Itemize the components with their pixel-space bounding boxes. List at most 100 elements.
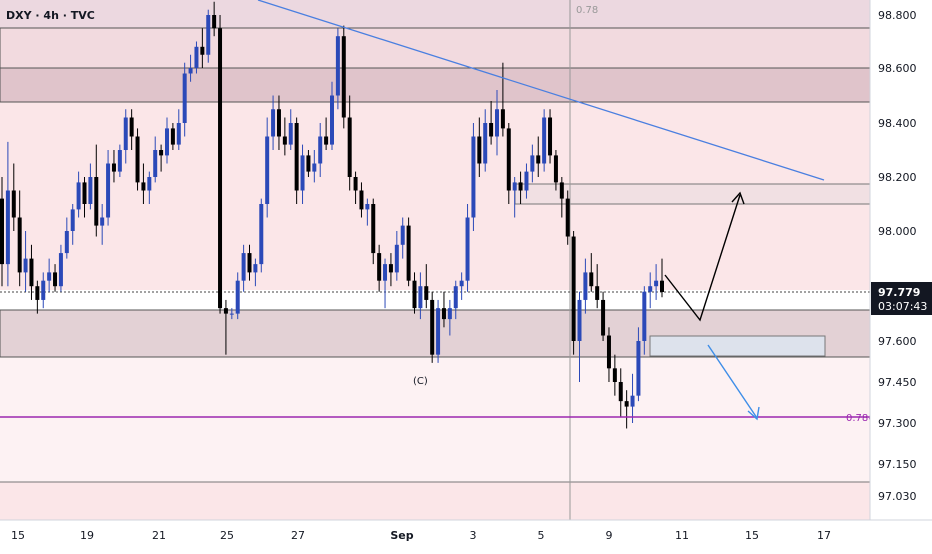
candle-body[interactable]	[500, 109, 505, 129]
candle-body[interactable]	[159, 150, 164, 156]
candle-body[interactable]	[235, 280, 240, 314]
candle-body[interactable]	[418, 286, 423, 309]
candle-body[interactable]	[471, 136, 476, 218]
candle-body[interactable]	[324, 136, 329, 145]
candle-body[interactable]	[135, 136, 140, 183]
candle-body[interactable]	[601, 299, 606, 336]
candle-body[interactable]	[17, 217, 22, 273]
candle-body[interactable]	[58, 253, 63, 287]
candle-body[interactable]	[306, 155, 311, 172]
candle-body[interactable]	[400, 225, 405, 245]
candle-body[interactable]	[565, 198, 570, 237]
candle-body[interactable]	[153, 150, 158, 177]
candle-body[interactable]	[229, 313, 234, 315]
candle-body[interactable]	[477, 136, 482, 164]
candle-body[interactable]	[595, 286, 600, 300]
candle-body[interactable]	[406, 225, 411, 281]
candle-body[interactable]	[94, 177, 99, 226]
candle-body[interactable]	[330, 95, 334, 145]
candle-body[interactable]	[524, 171, 529, 191]
candle-body[interactable]	[41, 280, 46, 300]
candle-body[interactable]	[612, 368, 617, 382]
candle-body[interactable]	[141, 182, 146, 191]
candle-body[interactable]	[441, 308, 446, 320]
candle-body[interactable]	[300, 155, 305, 191]
candle-body[interactable]	[583, 272, 588, 300]
candle-body[interactable]	[129, 117, 134, 137]
candle-body[interactable]	[165, 128, 169, 156]
candle-body[interactable]	[100, 217, 105, 226]
candle-body[interactable]	[618, 382, 623, 402]
candle-body[interactable]	[288, 123, 293, 145]
candle-body[interactable]	[194, 46, 199, 68]
candle-body[interactable]	[388, 264, 393, 273]
candle-body[interactable]	[495, 109, 499, 137]
candle-body[interactable]	[200, 46, 205, 55]
candle-body[interactable]	[424, 286, 429, 300]
candle-body[interactable]	[271, 109, 276, 137]
candle-body[interactable]	[282, 136, 287, 145]
candle-body[interactable]	[642, 291, 647, 341]
candle-body[interactable]	[253, 264, 258, 273]
candle-body[interactable]	[459, 280, 464, 287]
candle-body[interactable]	[383, 264, 388, 281]
candle-body[interactable]	[176, 123, 181, 145]
candle-body[interactable]	[624, 401, 629, 407]
candle-body[interactable]	[70, 209, 75, 231]
candle-body[interactable]	[341, 36, 346, 118]
price-axis[interactable]	[870, 0, 932, 520]
candle-body[interactable]	[335, 36, 340, 96]
candle-body[interactable]	[394, 244, 399, 273]
candle-body[interactable]	[365, 204, 370, 210]
candle-body[interactable]	[276, 109, 281, 137]
candle-body[interactable]	[88, 177, 93, 204]
candle-body[interactable]	[359, 190, 364, 210]
candle-body[interactable]	[489, 123, 494, 137]
candle-body[interactable]	[447, 308, 452, 320]
candle-body[interactable]	[170, 128, 175, 145]
candle-body[interactable]	[536, 155, 541, 164]
candle-body[interactable]	[47, 272, 52, 281]
candle-body[interactable]	[11, 190, 16, 218]
candle-body[interactable]	[123, 117, 128, 151]
candle-body[interactable]	[64, 231, 69, 254]
candle-body[interactable]	[259, 204, 264, 265]
candle-body[interactable]	[76, 182, 81, 210]
candle-body[interactable]	[188, 68, 193, 74]
candle-body[interactable]	[147, 177, 152, 191]
candle-body[interactable]	[117, 150, 122, 172]
candle-body[interactable]	[412, 280, 417, 309]
candle-body[interactable]	[636, 341, 641, 396]
candle-body[interactable]	[660, 280, 664, 292]
candle-body[interactable]	[506, 128, 511, 191]
candle-body[interactable]	[247, 253, 252, 273]
candle-body[interactable]	[453, 286, 458, 309]
candle-body[interactable]	[29, 258, 34, 287]
candle-body[interactable]	[294, 123, 299, 191]
candle-body[interactable]	[530, 155, 535, 172]
candle-body[interactable]	[223, 308, 228, 314]
candle-body[interactable]	[35, 286, 40, 300]
candle-body[interactable]	[589, 272, 594, 287]
candle-body[interactable]	[218, 28, 223, 309]
candle-body[interactable]	[465, 217, 470, 281]
candle-body[interactable]	[518, 182, 523, 191]
candle-body[interactable]	[0, 198, 4, 265]
candle-body[interactable]	[182, 73, 187, 124]
candle-body[interactable]	[371, 204, 376, 254]
candle-body[interactable]	[548, 117, 553, 156]
candle-body[interactable]	[559, 182, 564, 199]
candle-body[interactable]	[212, 15, 217, 29]
candle-body[interactable]	[23, 258, 28, 273]
candle-body[interactable]	[106, 163, 111, 218]
candle-body[interactable]	[82, 182, 87, 204]
candle-body[interactable]	[654, 280, 659, 287]
candle-body[interactable]	[648, 286, 653, 292]
time-axis[interactable]	[0, 520, 932, 550]
candle-body[interactable]	[206, 15, 211, 55]
candle-body[interactable]	[347, 117, 352, 178]
candle-body[interactable]	[111, 163, 116, 172]
candle-body[interactable]	[512, 182, 517, 191]
candle-body[interactable]	[577, 299, 582, 341]
